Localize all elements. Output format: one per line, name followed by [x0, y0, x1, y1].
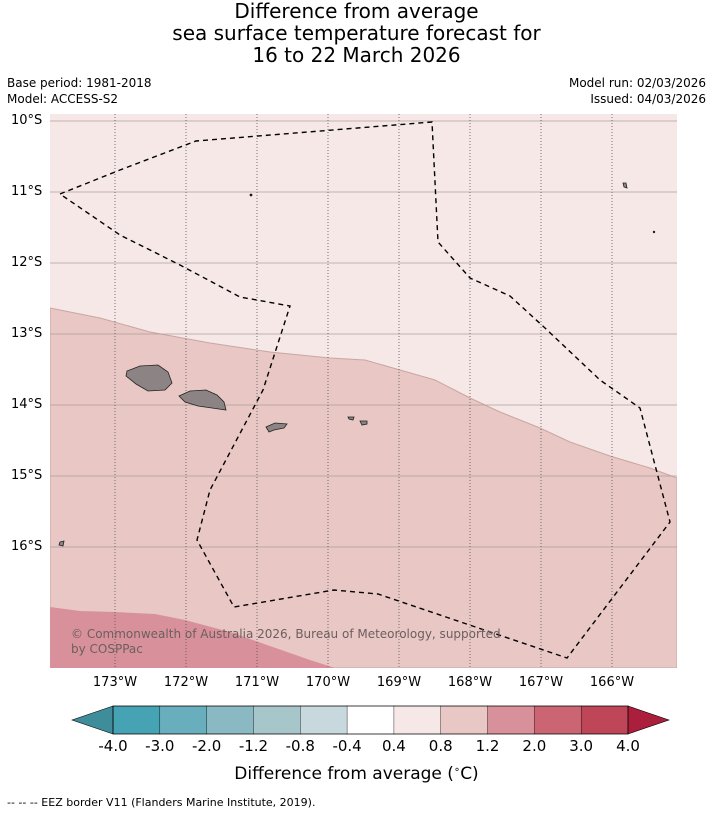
colorbar-segment: [159, 705, 208, 735]
lat-label: 14°S: [11, 397, 43, 412]
lat-label: 15°S: [11, 468, 43, 483]
colorbar-frame: [112, 705, 629, 735]
colorbar-tick-label: -1.2: [238, 737, 269, 755]
map-area: [50, 114, 677, 668]
lon-label: 168°W: [447, 675, 493, 690]
colorbar-title-unit: ∘: [453, 764, 461, 776]
colorbar-title-text: Difference from average (: [234, 764, 454, 784]
meta-right: Model run: 02/03/2026 Issued: 04/03/2026: [569, 75, 706, 107]
colorbar-segment: [253, 705, 301, 735]
colorbar-segment: [393, 705, 442, 735]
colorbar-title-end: C): [460, 764, 479, 784]
issued-date: Issued: 04/03/2026: [590, 92, 706, 106]
eez-borders: [58, 121, 671, 659]
tutuila-island: [265, 422, 288, 433]
colorbar-tick-label: 0.8: [428, 737, 453, 755]
colorbar-tick-label: -4.0: [98, 737, 128, 755]
lat-label: 13°S: [11, 326, 43, 341]
lon-label: 169°W: [376, 675, 422, 690]
sst-band-1.2-2.0: [50, 607, 335, 668]
copyright-notice: © Commonwealth of Australia 2026, Bureau…: [71, 627, 501, 656]
colorbar-tick-label: 2.0: [522, 737, 547, 755]
lat-gridlines: [50, 120, 677, 548]
lat-label: 12°S: [11, 255, 43, 270]
lon-label: 171°W: [234, 675, 280, 690]
title-line-3: 16 to 22 March 2026: [252, 43, 461, 67]
title-line-1: Difference from average: [234, 0, 479, 23]
colorbar-segment: [534, 705, 582, 735]
upolu-island: [178, 389, 227, 411]
model-name: Model: ACCESS-S2: [7, 92, 119, 106]
colorbar-tick-label: -3.0: [145, 737, 175, 755]
ofu-island: [347, 416, 355, 421]
colorbar-title: Difference from average (∘C): [0, 764, 713, 784]
title-line-2: sea surface temperature forecast for: [172, 21, 541, 45]
colorbar-tick-label: -0.4: [332, 737, 362, 755]
colorbar-segment: [346, 705, 395, 735]
colorbar-tick-label: 3.0: [569, 737, 594, 755]
small-island-west: [58, 540, 65, 547]
colorbar-tick-label: 0.4: [381, 737, 406, 755]
tau-island: [359, 420, 368, 426]
eez-samoa: [58, 121, 671, 659]
lat-label: 10°S: [11, 113, 43, 128]
lon-label: 166°W: [589, 675, 635, 690]
colorbar-over-arrow: [627, 705, 670, 735]
colorbar-tick-label: -0.8: [285, 737, 315, 755]
colorbar-segment: [440, 705, 489, 735]
lon-gridlines: [114, 114, 613, 668]
small-island-east: [652, 230, 656, 234]
lat-label: 11°S: [11, 184, 43, 199]
colorbar-segment: [580, 705, 629, 735]
swains-island: [622, 182, 628, 189]
colorbar-tick-label: 4.0: [616, 737, 640, 755]
eez-legend: -- -- -- EEZ border V11 (Flanders Marine…: [7, 796, 316, 809]
colorbar-tick-label: 1.2: [475, 737, 500, 755]
land-masses: [58, 182, 656, 547]
lon-label: 170°W: [305, 675, 351, 690]
lat-label: 16°S: [11, 539, 43, 554]
colorbar-tick-label: -2.0: [191, 737, 222, 755]
chart-title: Difference from average sea surface temp…: [0, 0, 713, 66]
lon-label: 172°W: [163, 675, 209, 690]
colorbar-segment: [487, 705, 536, 735]
model-run: Model run: 02/03/2026: [568, 76, 706, 90]
meta-left: Base period: 1981-2018 Model: ACCESS-S2: [7, 75, 152, 107]
colorbar-under-arrow: [71, 705, 114, 735]
colorbar-segment: [112, 705, 161, 735]
base-period: Base period: 1981-2018: [7, 76, 152, 90]
lon-label: 167°W: [518, 675, 564, 690]
small-island-north: [249, 193, 253, 197]
colorbar-segment: [300, 705, 348, 735]
colorbar-segment: [206, 705, 255, 735]
savaii-island: [125, 364, 173, 392]
lon-label: 173°W: [92, 675, 138, 690]
